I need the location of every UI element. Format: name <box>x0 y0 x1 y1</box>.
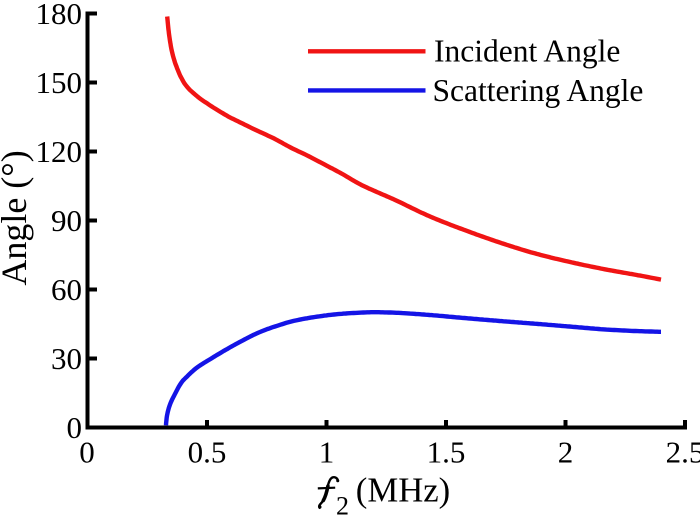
svg-text:120: 120 <box>36 134 83 169</box>
svg-text:60: 60 <box>51 272 82 307</box>
svg-text:30: 30 <box>51 341 82 376</box>
svg-text:0: 0 <box>67 410 83 445</box>
svg-text:Scattering Angle: Scattering Angle <box>433 73 644 108</box>
svg-text:150: 150 <box>36 65 83 100</box>
svg-text:Incident Angle: Incident Angle <box>434 34 620 69</box>
svg-text:180: 180 <box>36 0 83 31</box>
svg-text:Angle (°): Angle (°) <box>0 150 34 285</box>
svg-text:0.5: 0.5 <box>188 435 227 470</box>
svg-text:0: 0 <box>79 435 95 470</box>
svg-text:(MHz): (MHz) <box>356 471 450 510</box>
svg-text:2.5: 2.5 <box>666 435 700 470</box>
svg-text:90: 90 <box>51 203 82 238</box>
svg-text:1.5: 1.5 <box>427 435 466 470</box>
svg-text:1: 1 <box>319 435 335 470</box>
svg-text:2: 2 <box>336 492 349 518</box>
svg-text:2: 2 <box>558 435 574 470</box>
